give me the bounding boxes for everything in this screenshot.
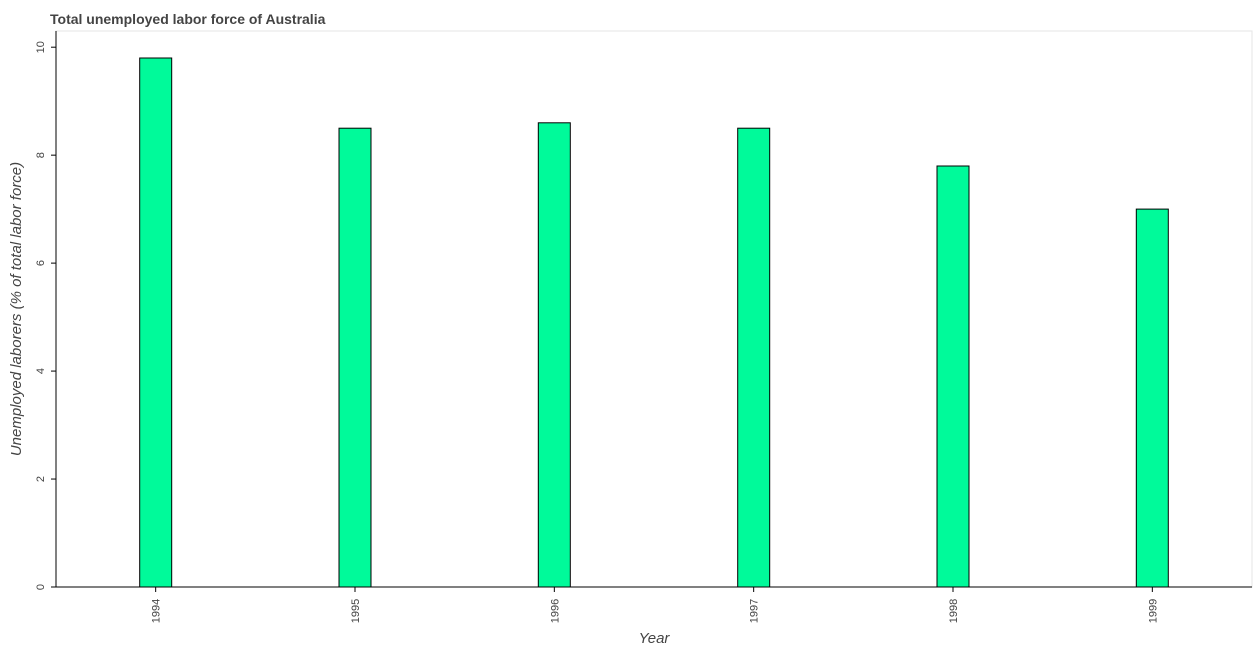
x-axis-label: Year	[639, 630, 671, 647]
y-tick-label: 2	[35, 476, 47, 482]
y-tick-label: 6	[35, 260, 47, 266]
y-tick-label: 0	[35, 584, 47, 590]
chart-title: Total unemployed labor force of Australi…	[50, 11, 326, 27]
bar-1996	[537, 122, 571, 588]
bar-1999	[1135, 208, 1169, 588]
x-tick-label: 1999	[1147, 599, 1159, 623]
x-tick-label: 1994	[151, 599, 163, 623]
x-ticks-group: 1994 1995 1996 1997 1998 1999	[151, 587, 1159, 623]
x-tick-label: 1995	[350, 599, 362, 623]
y-tick-label: 10	[35, 41, 47, 53]
bar-1994	[139, 57, 173, 588]
y-ticks-group: 0 2 4 6 8 10	[35, 41, 56, 590]
y-axis-label: Unemployed laborers (% of total labor fo…	[8, 162, 25, 456]
y-tick-label: 4	[35, 368, 47, 374]
plot-frame	[55, 30, 1253, 588]
x-tick-label: 1996	[549, 599, 561, 623]
x-tick-label: 1997	[749, 599, 761, 623]
bars-group	[139, 57, 1169, 588]
y-tick-label: 8	[35, 152, 47, 158]
bar-1998	[936, 165, 970, 588]
bar-1995	[338, 127, 372, 588]
x-tick-label: 1998	[948, 599, 960, 623]
bar-1997	[737, 127, 771, 588]
